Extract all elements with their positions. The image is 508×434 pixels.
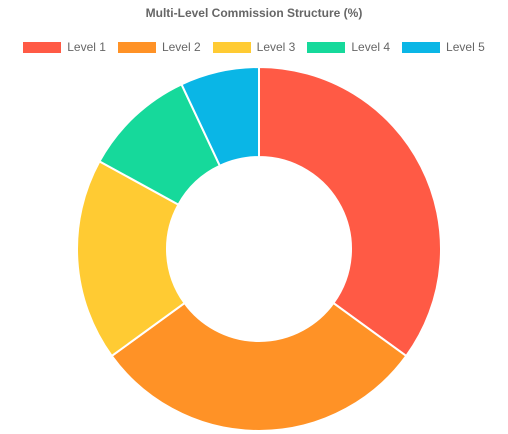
legend-swatch bbox=[307, 41, 346, 53]
chart-title: Multi-Level Commission Structure (%) bbox=[145, 6, 363, 20]
legend-swatch bbox=[117, 41, 156, 53]
legend-item-level-2[interactable]: Level 2 bbox=[117, 40, 201, 54]
legend-swatch bbox=[23, 41, 62, 53]
legend-item-level-3[interactable]: Level 3 bbox=[212, 40, 296, 54]
slice-level-2[interactable] bbox=[110, 301, 408, 432]
legend-swatch bbox=[212, 41, 251, 53]
legend-label: Level 1 bbox=[67, 40, 106, 54]
slice-level-5[interactable] bbox=[180, 65, 260, 168]
legend-label: Level 3 bbox=[256, 40, 296, 54]
legend-label: Level 4 bbox=[351, 40, 391, 54]
legend-item-level-4[interactable]: Level 4 bbox=[307, 40, 390, 54]
slice-level-3[interactable] bbox=[76, 159, 186, 358]
legend-item-level-5[interactable]: Level 5 bbox=[402, 40, 485, 54]
legend: Level 1 Level 2 Level 3 Level 4 Level 5 bbox=[0, 40, 508, 54]
legend-label: Level 5 bbox=[446, 40, 485, 54]
slice-level-1[interactable] bbox=[258, 65, 442, 358]
legend-item-level-1[interactable]: Level 1 bbox=[23, 40, 106, 54]
legend-swatch bbox=[402, 41, 441, 53]
legend-label: Level 2 bbox=[161, 40, 201, 54]
